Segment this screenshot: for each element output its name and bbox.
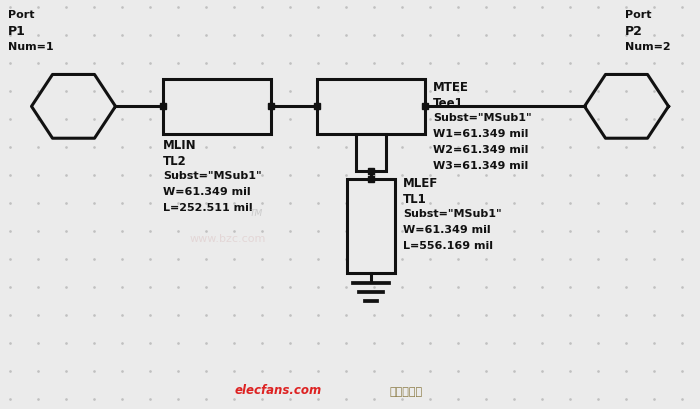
Text: TM: TM bbox=[250, 209, 263, 218]
Text: Port: Port bbox=[8, 10, 34, 20]
Text: Tee1: Tee1 bbox=[433, 97, 464, 110]
Text: P1: P1 bbox=[8, 25, 26, 38]
Text: W3=61.349 mil: W3=61.349 mil bbox=[433, 161, 528, 171]
Text: W=61.349 mil: W=61.349 mil bbox=[162, 187, 251, 197]
Bar bbox=[316, 79, 426, 134]
Text: MLEF: MLEF bbox=[402, 177, 438, 190]
Bar bbox=[356, 134, 386, 171]
Text: L=556.169 mil: L=556.169 mil bbox=[402, 241, 493, 251]
Text: Subst="MSub1": Subst="MSub1" bbox=[433, 113, 532, 123]
Text: TL2: TL2 bbox=[162, 155, 186, 168]
Text: 电子发烧友: 电子发烧友 bbox=[390, 387, 423, 397]
Text: W1=61.349 mil: W1=61.349 mil bbox=[433, 129, 528, 139]
Text: L=252.511 mil: L=252.511 mil bbox=[162, 203, 253, 213]
Text: www.bzc.com: www.bzc.com bbox=[190, 234, 267, 244]
Text: MTEE: MTEE bbox=[433, 81, 469, 94]
Text: Subst="MSub1": Subst="MSub1" bbox=[402, 209, 501, 219]
Bar bbox=[162, 79, 272, 134]
Text: elecfans.com: elecfans.com bbox=[235, 384, 322, 397]
Bar bbox=[347, 179, 395, 273]
Text: MLIN: MLIN bbox=[162, 139, 197, 152]
Text: TL1: TL1 bbox=[402, 193, 426, 206]
Text: Subst="MSub1": Subst="MSub1" bbox=[162, 171, 261, 181]
Text: Num=2: Num=2 bbox=[625, 42, 671, 52]
Text: Port: Port bbox=[625, 10, 652, 20]
Text: P2: P2 bbox=[625, 25, 643, 38]
Text: Num=1: Num=1 bbox=[8, 42, 54, 52]
Text: W2=61.349 mil: W2=61.349 mil bbox=[433, 145, 528, 155]
Text: W=61.349 mil: W=61.349 mil bbox=[402, 225, 491, 235]
